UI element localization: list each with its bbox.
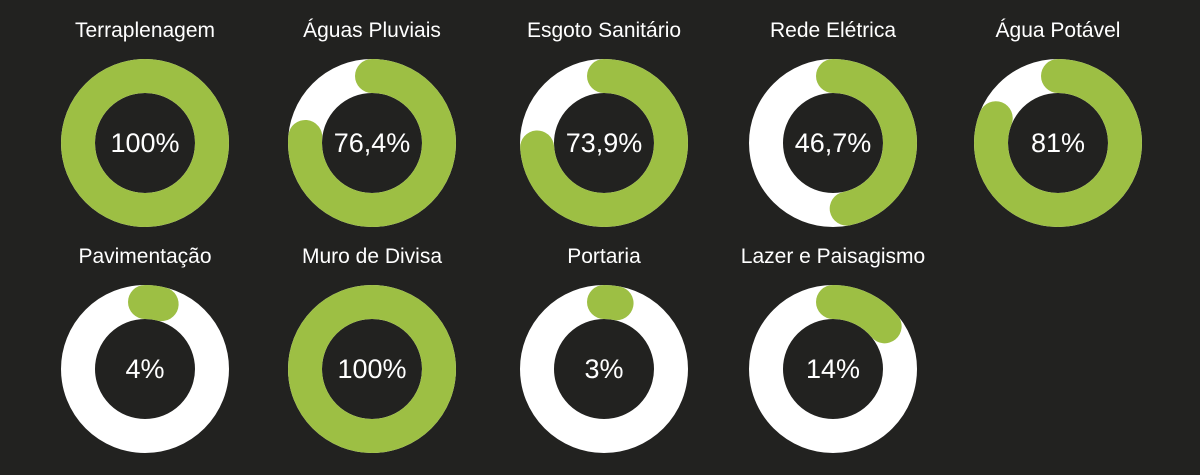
progress-item: Muro de Divisa 100%: [262, 243, 482, 453]
donut-progress-arc: [749, 285, 917, 453]
donut-value-label: 76,4%: [334, 128, 411, 158]
progress-item: Terraplenagem 100%: [35, 17, 255, 227]
donut-value-label: 4%: [125, 354, 164, 384]
donut-value-label: 3%: [584, 354, 623, 384]
donut-value-label: 100%: [110, 128, 179, 158]
item-title: Rede Elétrica: [769, 19, 897, 42]
donut-value-label: 100%: [337, 354, 406, 384]
donut-progress-arc: [974, 59, 1142, 227]
progress-item: Rede Elétrica 46,7%: [723, 17, 943, 227]
progress-donut: 14%: [749, 285, 917, 453]
donut-progress-arc: [520, 285, 688, 453]
progress-donut: 76,4%: [288, 59, 456, 227]
donut-progress-arc: [61, 59, 229, 227]
item-title: Terraplenagem: [74, 19, 216, 42]
progress-item: Lazer e Paisagismo 14%: [723, 243, 943, 453]
progress-item: Portaria 3%: [494, 243, 714, 453]
item-title: Lazer e Paisagismo: [740, 245, 926, 268]
progress-item: Águas Pluviais 76,4%: [262, 17, 482, 227]
progress-donut: 4%: [61, 285, 229, 453]
item-title: Muro de Divisa: [301, 245, 443, 268]
donut-progress-arc: [749, 59, 917, 227]
donut-value-label: 81%: [1031, 128, 1085, 158]
progress-item: Esgoto Sanitário 73,9%: [494, 17, 714, 227]
item-title: Água Potável: [995, 19, 1121, 42]
progress-donut: 81%: [974, 59, 1142, 227]
progress-donut: 3%: [520, 285, 688, 453]
progress-item: Pavimentação 4%: [35, 243, 255, 453]
donut-value-label: 46,7%: [795, 128, 872, 158]
item-title: Pavimentação: [78, 245, 212, 268]
item-title: Águas Pluviais: [303, 19, 441, 42]
item-title: Portaria: [567, 245, 641, 268]
donut-progress-arc: [61, 285, 229, 453]
item-title: Esgoto Sanitário: [526, 19, 682, 42]
donut-progress-arc: [520, 59, 688, 227]
donut-progress-arc: [288, 285, 456, 453]
progress-donut: 100%: [61, 59, 229, 227]
progress-donut: 46,7%: [749, 59, 917, 227]
progress-donut: 100%: [288, 285, 456, 453]
donut-value-label: 73,9%: [566, 128, 643, 158]
progress-item: Água Potável 81%: [948, 17, 1168, 227]
donut-value-label: 14%: [806, 354, 860, 384]
donut-progress-arc: [288, 59, 456, 227]
progress-donut: 73,9%: [520, 59, 688, 227]
